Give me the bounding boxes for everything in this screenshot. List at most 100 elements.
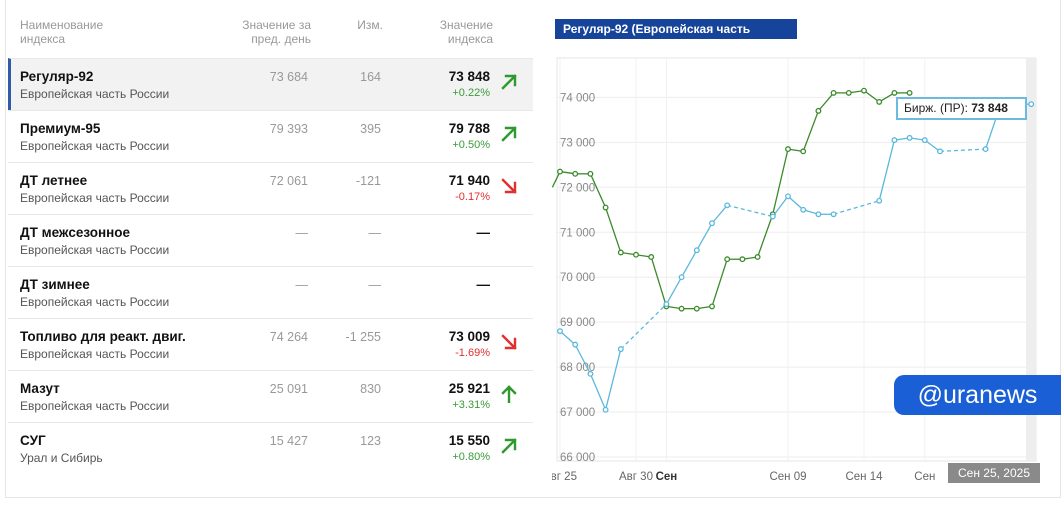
series-line-segment [604, 207, 622, 253]
y-tick-label: 72 000 [560, 182, 595, 194]
index-region: Европейская часть России [20, 399, 170, 413]
data-point [815, 211, 822, 218]
x-tick-label: Авг 25 [552, 471, 577, 483]
data-point [891, 137, 898, 144]
index-percent: -0.17% [455, 191, 490, 203]
index-region: Европейская часть России [20, 87, 170, 101]
data-point [678, 305, 685, 312]
index-name: ДТ межсезонное [20, 225, 131, 240]
series-line-segment [696, 222, 713, 251]
x-tick-label: Сен 14 [845, 471, 883, 483]
index-name: ДТ зимнее [20, 277, 90, 292]
header-prev: Значение за пред. день [242, 18, 311, 46]
series-line-segment [772, 195, 789, 217]
data-point [617, 249, 624, 256]
data-point [1028, 101, 1035, 108]
series-line-segment [787, 195, 804, 211]
x-tick-label: Сен 09 [769, 471, 806, 483]
prev-value: 72 061 [269, 174, 308, 188]
chart-title: Регуляр-92 (Европейская часть России) [555, 19, 797, 56]
change-value: 830 [360, 382, 381, 396]
arrow-down-right-icon [500, 333, 518, 351]
y-tick-label: 74 000 [560, 92, 595, 104]
y-tick-label: 67 000 [560, 407, 595, 419]
table-row[interactable]: СУГ Урал и Сибирь 15 427 123 15 550 +0.80% [8, 422, 533, 474]
data-point [982, 146, 989, 153]
data-point [693, 305, 700, 312]
x-tick-label: Сен [656, 471, 678, 483]
y-tick-label: 69 000 [560, 317, 595, 329]
data-point [754, 254, 761, 260]
series-line-segment [833, 200, 880, 215]
index-region: Европейская часть России [20, 347, 170, 361]
change-value: — [368, 278, 382, 292]
data-point [709, 220, 715, 227]
data-point [906, 134, 913, 141]
series-line-segment [604, 348, 622, 410]
arrow-up-right-icon [500, 73, 518, 91]
index-percent: +0.50% [452, 139, 490, 151]
index-region: Урал и Сибирь [20, 451, 103, 465]
data-point [800, 148, 807, 155]
index-name: Мазут [20, 381, 60, 396]
arrow-up-icon [500, 385, 518, 404]
series-line-segment [817, 92, 835, 112]
data-point [830, 211, 837, 218]
table-row[interactable]: ДТ межсезонное Европейская часть России — —… [8, 214, 533, 266]
change-value: 395 [360, 122, 381, 136]
data-point [633, 251, 639, 258]
series-line-segment [665, 276, 683, 305]
index-region: Европейская часть России [20, 243, 170, 257]
data-point [891, 89, 898, 96]
y-tick-label: 70 000 [560, 272, 595, 284]
data-point [724, 256, 731, 263]
data-point [785, 146, 791, 153]
header-value: Значение индекса [439, 18, 493, 46]
prev-value: 15 427 [269, 434, 308, 448]
data-point [739, 256, 746, 263]
y-tick-label: 73 000 [560, 137, 595, 149]
index-value: 73 848 [448, 69, 490, 84]
y-tick-label: 71 000 [560, 227, 595, 239]
data-point [785, 193, 791, 200]
index-name: Топливо для реакт. двиг. [20, 329, 186, 344]
table-header: Наименование индекса Значение за пред. д… [8, 8, 533, 58]
series-line-segment [711, 204, 728, 224]
table-row[interactable]: Премиум-95 Европейская часть России 79 393… [8, 110, 533, 162]
series-line-segment [620, 303, 667, 350]
table-row[interactable]: ДТ зимнее Европейская часть России — — — [8, 266, 533, 318]
series-line-segment [650, 256, 668, 307]
change-value: 123 [360, 434, 381, 448]
index-value: 25 921 [448, 381, 490, 396]
index-value: 79 788 [448, 121, 490, 136]
series-line-segment [589, 373, 607, 411]
y-tick-label: 66 000 [560, 452, 595, 464]
series-line-segment [681, 249, 698, 278]
arrow-up-right-icon [500, 125, 518, 143]
header-name: Наименование индекса [20, 18, 104, 46]
data-point [906, 89, 913, 96]
x-tick-label: Авг 30 [619, 471, 653, 483]
date-badge: Сен 25, 2025 [948, 463, 1040, 483]
x-tick-label: Сен [914, 471, 935, 483]
index-value: 73 009 [448, 329, 490, 344]
prev-value: 74 264 [269, 330, 308, 344]
table-row[interactable]: Регуляр-92 Европейская часть России 73 684… [8, 58, 533, 110]
data-point [724, 202, 731, 209]
prev-value: — [295, 226, 309, 240]
index-name: Премиум-95 [20, 121, 101, 136]
series-line-segment [863, 90, 880, 103]
table-row[interactable]: Мазут Европейская часть России 25 091 830 25… [8, 370, 533, 422]
table-row[interactable]: Топливо для реакт. двиг. Европейская част… [8, 318, 533, 370]
index-name: СУГ [20, 433, 46, 448]
arrow-up-right-icon [500, 437, 518, 455]
index-region: Европейская часть России [20, 295, 170, 309]
table-body: Регуляр-92 Европейская часть России 73 684… [8, 58, 533, 474]
data-point [587, 170, 594, 177]
index-percent: +0.22% [452, 87, 490, 99]
series-line-segment [727, 204, 773, 218]
data-point [937, 148, 943, 155]
series-line-segment [574, 344, 591, 375]
table-row[interactable]: ДТ летнее Европейская часть России 72 061 -… [8, 162, 533, 214]
